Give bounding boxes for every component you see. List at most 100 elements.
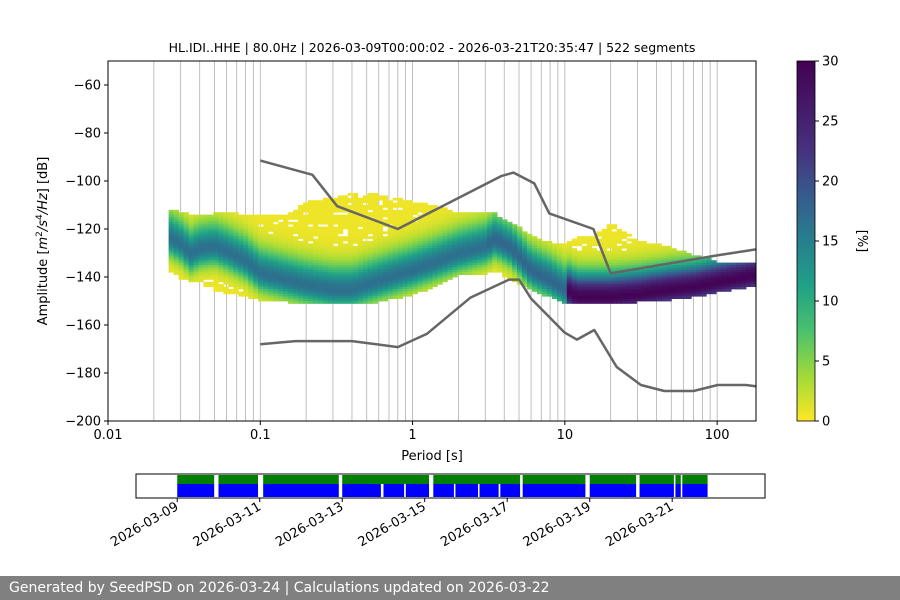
psd-cell	[273, 279, 279, 283]
psd-cell	[666, 293, 672, 297]
psd-cell	[362, 231, 369, 235]
psd-cell	[402, 291, 408, 295]
psd-cell	[303, 257, 309, 261]
psd-cell	[512, 245, 518, 249]
psd-cell	[178, 262, 184, 266]
psd-cell	[646, 245, 652, 249]
psd-cell	[298, 262, 304, 266]
psd-cell	[253, 224, 259, 227]
psd-cell	[407, 260, 413, 263]
psd-cell	[576, 241, 583, 244]
psd-cell	[203, 243, 209, 247]
psd-cell	[213, 212, 219, 215]
psd-cell	[243, 236, 249, 239]
psd-cell	[367, 281, 374, 285]
psd-cell	[392, 197, 398, 201]
psd-cell	[347, 279, 354, 283]
psd-cell	[352, 250, 359, 254]
psd-cell	[472, 245, 478, 249]
psd-cell	[442, 245, 448, 249]
psd-cell	[397, 224, 403, 227]
psd-cell	[298, 265, 304, 268]
psd-cell	[263, 219, 269, 223]
psd-cell	[566, 248, 573, 251]
psd-cell	[303, 284, 309, 287]
psd-cell	[253, 284, 259, 287]
psd-cell	[591, 248, 598, 251]
psd-cell	[531, 241, 538, 244]
psd-cell	[372, 250, 379, 254]
psd-cell	[183, 231, 189, 235]
psd-cell	[696, 255, 702, 259]
psd-cell	[686, 286, 692, 290]
psd-cell	[397, 202, 403, 206]
psd-cell	[417, 233, 423, 237]
psd-cell	[462, 262, 468, 266]
psd-cell	[661, 250, 667, 254]
psd-cell	[631, 284, 637, 287]
psd-cell	[377, 241, 384, 244]
psd-cell	[661, 265, 667, 268]
psd-cell	[307, 236, 314, 239]
psd-cell	[337, 236, 344, 239]
psd-cell	[382, 257, 389, 261]
psd-cell	[487, 253, 493, 256]
psd-cell	[332, 226, 339, 230]
psd-cell	[641, 286, 647, 290]
psd-cell	[666, 281, 672, 285]
psd-cell	[561, 293, 568, 297]
psd-cell	[422, 286, 428, 290]
psd-cell	[317, 243, 324, 247]
psd-cell	[392, 260, 398, 263]
psd-cell	[536, 274, 543, 278]
psd-cell	[616, 298, 622, 302]
psd-cell	[412, 265, 418, 268]
psd-cell	[342, 253, 349, 256]
psd-cell	[716, 279, 722, 283]
psd-cell	[168, 217, 174, 220]
psd-cell	[716, 267, 722, 271]
psd-cell	[407, 257, 413, 261]
psd-cell	[661, 269, 667, 273]
psd-cell	[492, 219, 498, 223]
psd-cell	[507, 253, 513, 256]
psd-cell	[332, 265, 339, 268]
psd-cell	[317, 205, 324, 208]
psd-cell	[561, 253, 568, 256]
psd-cell	[536, 272, 543, 275]
psd-cell	[751, 281, 756, 285]
psd-cell	[472, 253, 478, 256]
psd-cell	[482, 217, 488, 220]
psd-cell	[243, 253, 249, 256]
psd-cell	[198, 214, 204, 218]
psd-cell	[721, 284, 727, 287]
psd-cell	[322, 229, 329, 232]
psd-cell	[452, 231, 458, 235]
psd-cell	[183, 241, 189, 244]
psd-cell	[522, 272, 528, 275]
psd-cell	[243, 221, 249, 225]
psd-cell	[467, 236, 473, 239]
psd-cell	[397, 289, 403, 292]
psd-cell	[337, 209, 344, 213]
psd-cell	[492, 248, 498, 251]
psd-cell	[417, 229, 423, 232]
psd-cell	[322, 269, 329, 273]
psd-cell	[347, 277, 354, 280]
psd-cell	[337, 257, 344, 261]
psd-cell	[402, 293, 408, 297]
psd-cell	[462, 226, 468, 230]
psd-cell	[407, 226, 413, 230]
psd-cell	[337, 238, 344, 242]
psd-cell	[258, 248, 264, 251]
psd-cell	[611, 301, 618, 304]
psd-cell	[541, 279, 548, 283]
psd-cell	[462, 229, 468, 232]
psd-cell	[203, 245, 209, 249]
psd-cell	[307, 231, 314, 235]
psd-cell	[342, 224, 349, 227]
psd-cell	[576, 286, 583, 290]
psd-cell	[412, 217, 418, 220]
psd-cell	[442, 279, 448, 283]
psd-cell	[477, 272, 483, 275]
